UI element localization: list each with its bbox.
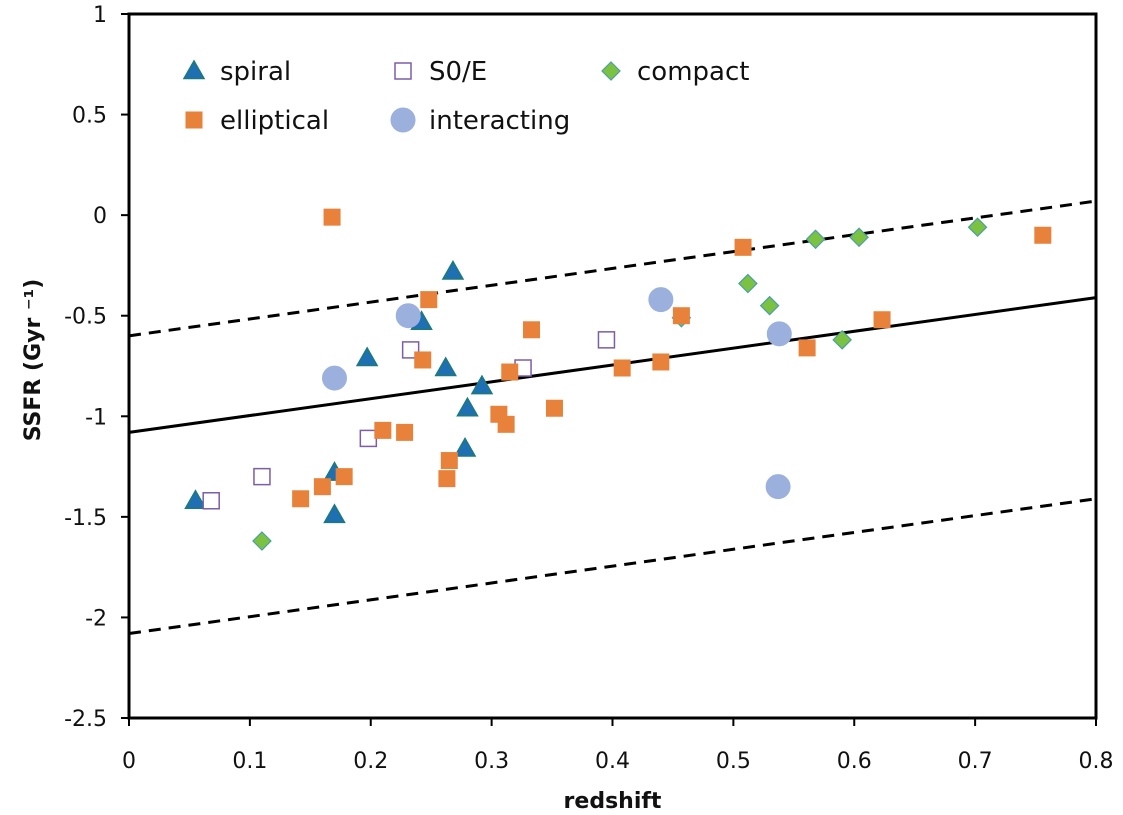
- y-tick-label: -1: [85, 405, 107, 430]
- legend-marker: [601, 61, 621, 81]
- data-point: [292, 490, 310, 508]
- data-point: [765, 474, 791, 500]
- legend-label: interacting: [429, 106, 570, 136]
- data-points: [184, 208, 1052, 551]
- legend-item: elliptical: [185, 106, 329, 136]
- data-point: [202, 492, 220, 510]
- y-tick-label: 1: [93, 3, 107, 28]
- dashed-boundary-line: [128, 497, 1097, 636]
- x-tick-label: 0.4: [595, 749, 630, 774]
- main-trend-line: [128, 296, 1097, 434]
- series-spiral: [184, 259, 494, 524]
- data-point: [253, 467, 271, 486]
- y-tick-label: -2.5: [64, 707, 107, 732]
- data-point: [766, 321, 792, 347]
- legend-marker: [182, 59, 206, 80]
- legend-item: S0/E: [394, 57, 487, 87]
- x-tick-label: 0.6: [837, 749, 872, 774]
- data-point: [759, 295, 780, 316]
- data-point: [313, 478, 331, 496]
- data-point: [396, 423, 414, 441]
- x-tick-label: 0.3: [474, 749, 509, 774]
- legend-label: S0/E: [429, 57, 487, 87]
- data-point: [648, 287, 674, 313]
- data-point: [672, 307, 690, 325]
- data-point: [967, 217, 988, 238]
- x-tick-label: 0.8: [1079, 749, 1114, 774]
- x-tick-label: 0.7: [958, 749, 993, 774]
- data-point: [805, 229, 826, 250]
- legend-label: compact: [637, 57, 749, 87]
- y-tick-label: -0.5: [64, 305, 107, 330]
- data-point: [438, 470, 456, 488]
- data-point: [613, 359, 631, 377]
- series-s0-e: [202, 331, 616, 510]
- x-tick-label: 0.1: [232, 749, 267, 774]
- x-tick-label: 0.2: [353, 749, 388, 774]
- legend-marker: [185, 111, 203, 129]
- trend-lines: [128, 199, 1097, 636]
- x-axis-title: redshift: [564, 789, 662, 814]
- data-point: [440, 452, 458, 470]
- legend-marker: [394, 62, 412, 80]
- data-point: [434, 356, 457, 377]
- dashed-boundary-line: [128, 199, 1097, 338]
- data-point: [734, 238, 752, 256]
- legend-item: interacting: [390, 106, 570, 136]
- data-point: [470, 374, 494, 395]
- data-point: [501, 363, 519, 381]
- legend: spiral S0/E compact elliptical interacting: [182, 57, 749, 136]
- data-point: [873, 311, 891, 329]
- y-tick-label: -2: [85, 606, 107, 631]
- data-point: [184, 489, 207, 510]
- data-point: [395, 303, 421, 329]
- data-point: [323, 208, 341, 226]
- x-tick-label: 0: [122, 749, 136, 774]
- x-tick-label: 0.5: [716, 749, 751, 774]
- data-point: [798, 339, 816, 357]
- data-point: [832, 330, 853, 350]
- data-point: [523, 321, 541, 339]
- data-point: [374, 421, 392, 439]
- data-point: [441, 259, 465, 280]
- legend-marker: [390, 107, 416, 133]
- data-point: [252, 531, 272, 551]
- data-point: [738, 273, 758, 294]
- legend-item: compact: [601, 57, 749, 87]
- data-point: [321, 365, 347, 391]
- data-point: [456, 396, 479, 417]
- data-point: [414, 351, 432, 369]
- data-point: [359, 429, 378, 448]
- y-tick-label: 0.5: [72, 104, 107, 129]
- data-point: [1034, 226, 1052, 244]
- data-point: [849, 227, 869, 248]
- legend-item: spiral: [182, 57, 291, 87]
- x-axis-ticks: 0 0.1 0.2 0.3 0.4 0.5 0.6 0.7 0.8: [122, 718, 1114, 774]
- series-compact: [252, 217, 988, 551]
- y-axis-title: SSFR (Gyr ⁻¹): [21, 279, 46, 442]
- data-point: [497, 415, 515, 433]
- y-tick-label: 0: [93, 204, 107, 229]
- data-point: [453, 436, 477, 457]
- y-tick-label: -1.5: [64, 506, 107, 531]
- legend-label: elliptical: [220, 106, 329, 136]
- data-point: [355, 346, 379, 367]
- data-point: [597, 331, 616, 349]
- data-point: [652, 353, 670, 371]
- series-interacting: [321, 287, 792, 500]
- series-elliptical: [292, 208, 1052, 508]
- data-point: [323, 503, 346, 524]
- data-point: [420, 291, 438, 309]
- y-axis-ticks: 1 0.5 0 -0.5 -1 -1.5 -2 -2.5: [64, 3, 129, 732]
- data-point: [545, 399, 563, 417]
- data-point: [335, 468, 353, 486]
- legend-label: spiral: [220, 57, 291, 87]
